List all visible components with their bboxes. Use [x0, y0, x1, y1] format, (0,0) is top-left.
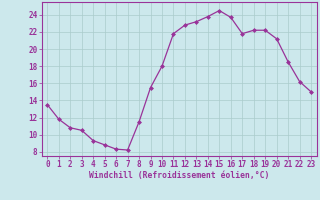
X-axis label: Windchill (Refroidissement éolien,°C): Windchill (Refroidissement éolien,°C): [89, 171, 269, 180]
